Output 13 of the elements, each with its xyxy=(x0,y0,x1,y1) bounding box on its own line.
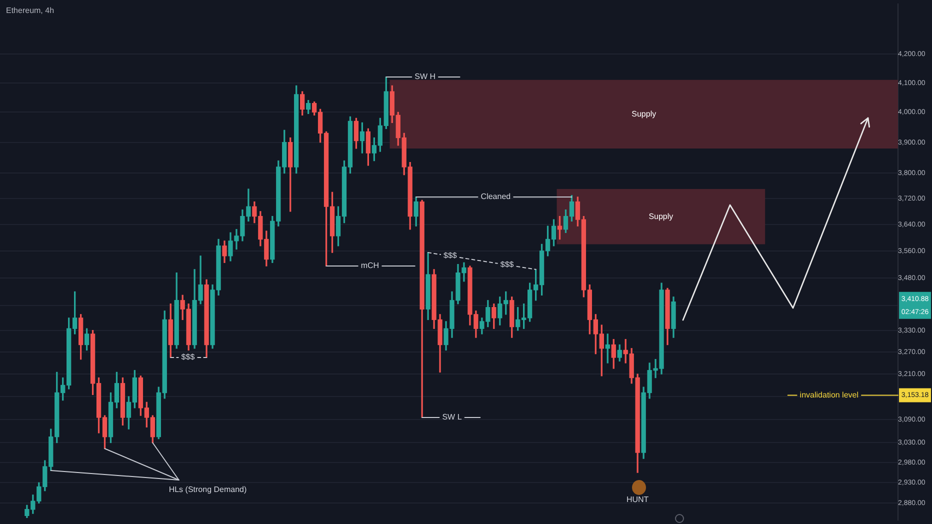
annotation: HLs (Strong Demand) xyxy=(168,485,247,494)
annotation: $$$ xyxy=(500,260,514,270)
annotation: HUNT xyxy=(626,494,649,504)
annotation: SW L xyxy=(442,412,462,422)
annotation: $$$ xyxy=(181,352,196,362)
ref-line-label: invalidation level xyxy=(800,390,859,400)
annotation: $$$ xyxy=(444,251,458,260)
band-label: Supply xyxy=(648,212,674,221)
chart-title: Ethereum, 4h xyxy=(6,6,54,16)
annotation: SW H xyxy=(414,72,436,82)
annotation: mCH xyxy=(360,261,380,270)
band-label: Supply xyxy=(632,109,656,118)
annotation: Cleaned xyxy=(480,192,511,202)
